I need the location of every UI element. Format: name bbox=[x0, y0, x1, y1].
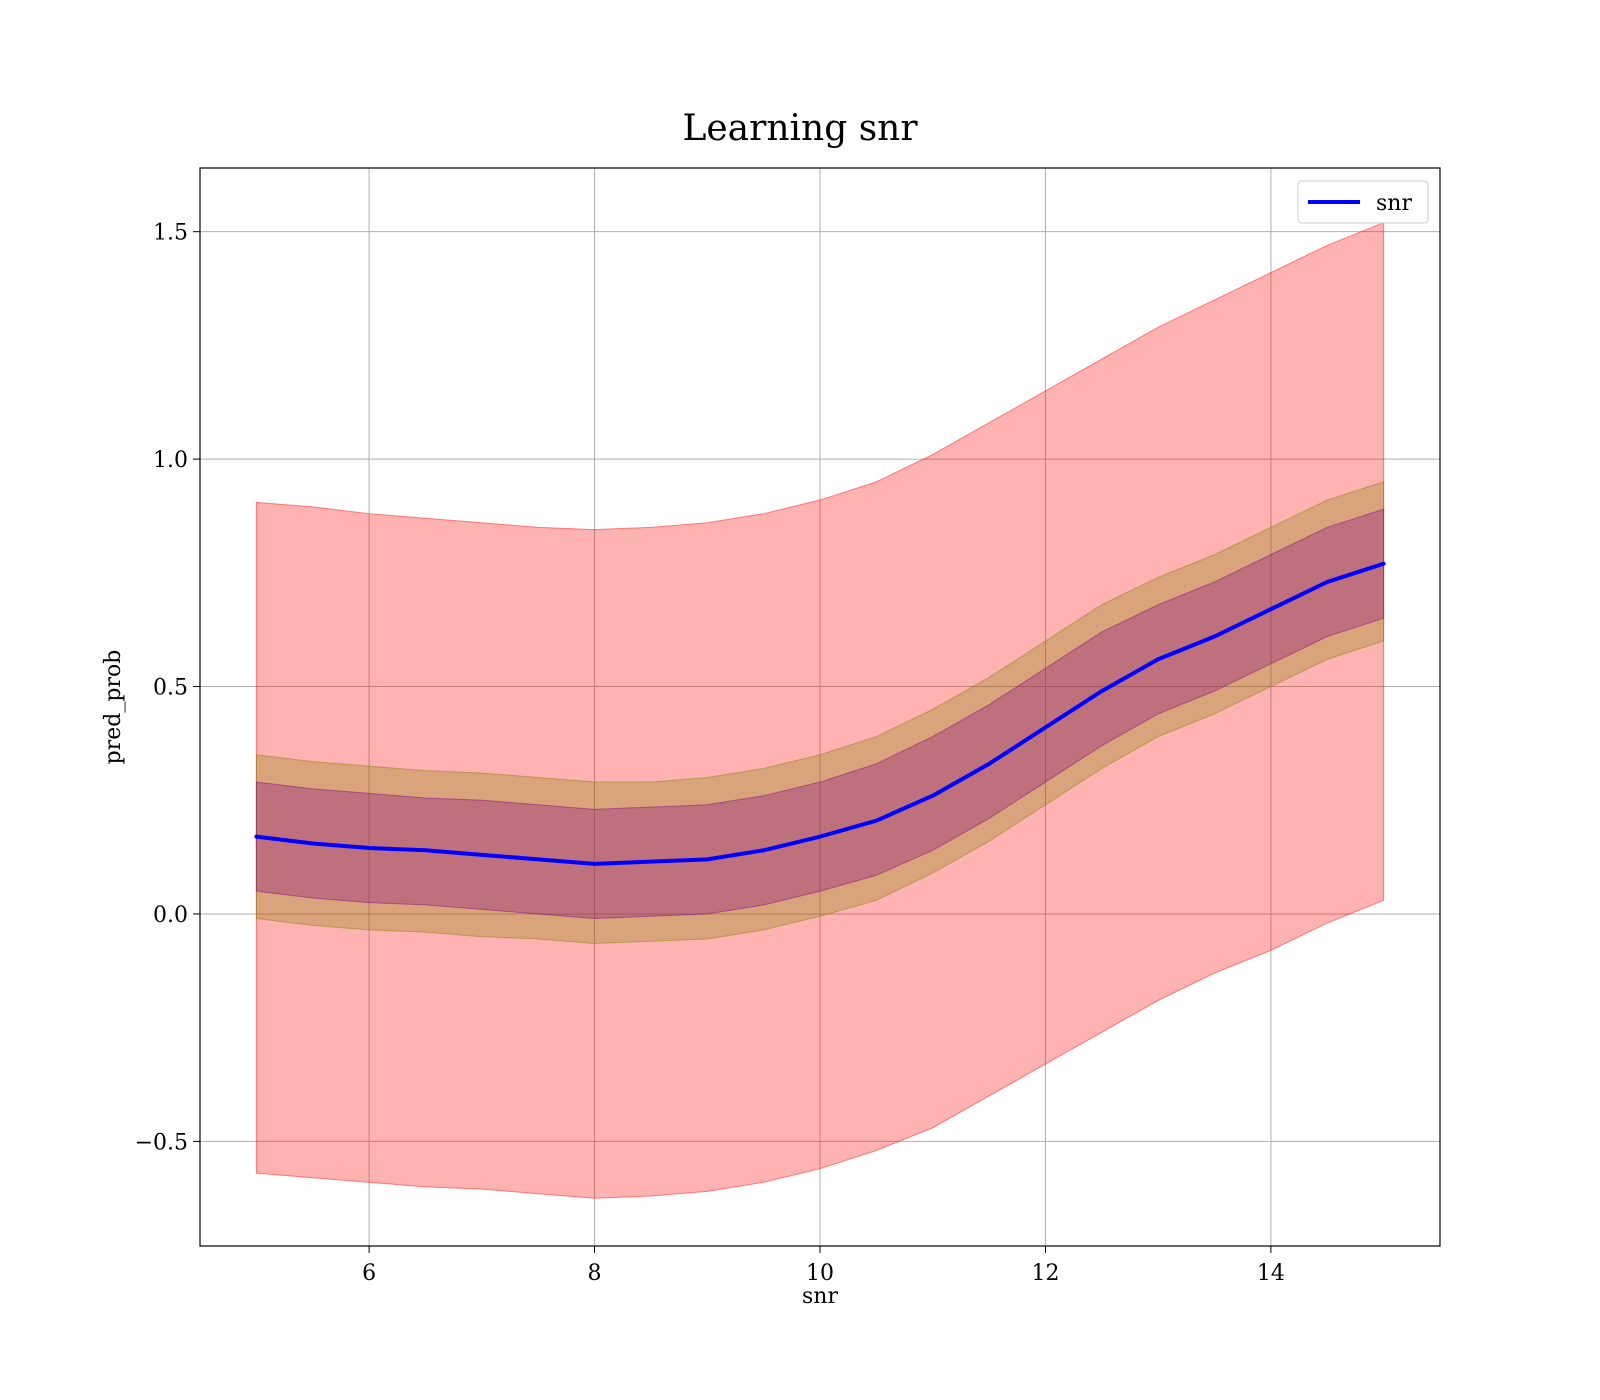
series-lines bbox=[254, 561, 1386, 866]
x-tick-label: 14 bbox=[1257, 1261, 1285, 1286]
legend: snr bbox=[1297, 180, 1429, 224]
y-axis-label: pred_prob bbox=[101, 650, 126, 765]
y-tick-label: 0.0 bbox=[153, 903, 188, 928]
y-tick-label: 1.5 bbox=[153, 221, 188, 246]
series-line-snr bbox=[254, 561, 1386, 866]
x-tick-label: 8 bbox=[588, 1261, 602, 1286]
x-tick-label: 6 bbox=[362, 1261, 376, 1286]
confidence-band-0 bbox=[255, 221, 1385, 1199]
confidence-bands bbox=[255, 221, 1385, 1199]
legend-label: snr bbox=[1376, 191, 1412, 216]
y-axis-ticks: −0.5 0.0 0.5 1.0 1.5 bbox=[135, 221, 200, 1155]
x-axis-ticks: 6 8 10 12 14 bbox=[362, 1246, 1285, 1286]
y-tick-label: −0.5 bbox=[135, 1130, 188, 1155]
grid bbox=[200, 168, 1440, 1246]
confidence-band-1 bbox=[255, 481, 1385, 945]
x-tick-label: 10 bbox=[806, 1261, 834, 1286]
x-axis-label: snr bbox=[802, 1284, 838, 1309]
chart-title: Learning snr bbox=[682, 108, 918, 149]
y-tick-label: 1.0 bbox=[153, 448, 188, 473]
confidence-band-2 bbox=[255, 508, 1385, 920]
y-tick-label: 0.5 bbox=[153, 676, 188, 701]
legend-box bbox=[1297, 180, 1429, 224]
x-tick-label: 12 bbox=[1031, 1261, 1059, 1286]
